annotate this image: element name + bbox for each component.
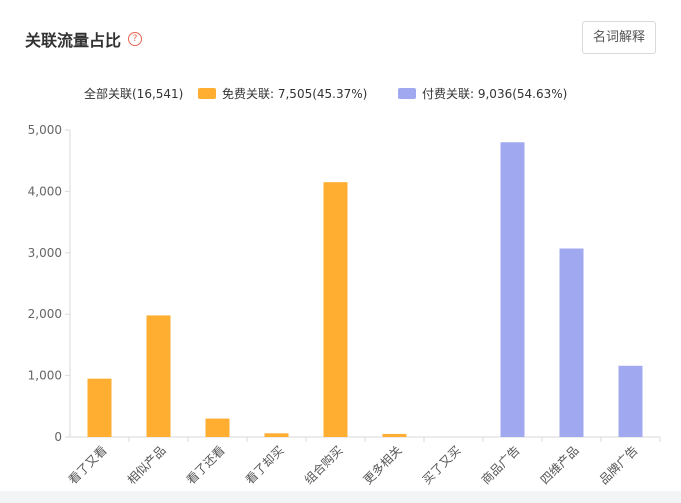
bar-free-0[interactable] [87,378,112,437]
bar-free-2[interactable] [205,418,230,437]
bar-paid-9[interactable] [618,365,643,437]
x-tick-label: 买了又买 [420,443,464,487]
glossary-button[interactable]: 名词解释 [582,21,656,54]
y-tick-label: 4,000 [28,184,62,198]
bar-paid-8[interactable] [559,248,584,437]
legend-total[interactable]: 全部关联(16,541) [84,85,183,102]
x-tick-label: 品牌广告 [597,443,641,487]
y-tick-label: 3,000 [28,246,62,260]
bar-free-5[interactable] [382,433,407,437]
legend-free-swatch [198,88,216,99]
legend-free-label: 免费关联: 7,505(45.37%) [222,87,368,101]
question-circle-icon[interactable]: ? [128,32,142,46]
legend-total-label: 全部关联(16,541) [84,87,184,101]
legend-paid-swatch [398,88,416,99]
x-tick-label: 相似产品 [125,443,169,487]
x-tick-label: 看了又看 [66,443,110,487]
traffic-share-card: 关联流量占比 ? 名词解释 全部关联(16,541) 免费关联: 7,505(4… [0,0,681,491]
x-tick-label: 更多相关 [361,443,405,487]
y-tick-label: 2,000 [28,307,62,321]
x-tick-label: 看了却买 [243,443,287,487]
y-tick-label: 0 [54,430,62,444]
legend-free[interactable]: 免费关联: 7,505(45.37%) [198,85,367,102]
x-tick-label: 商品广告 [478,443,523,488]
legend-paid[interactable]: 付费关联: 9,036(54.63%) [398,85,567,102]
bar-free-3[interactable] [264,433,289,437]
legend-paid-label: 付费关联: 9,036(54.63%) [422,87,568,101]
page-title: 关联流量占比 [25,31,122,50]
x-tick-label: 四维产品 [538,443,582,487]
y-tick-label: 1,000 [28,369,62,383]
y-tick-label: 5,000 [28,123,62,137]
bar-free-4[interactable] [323,182,348,437]
x-tick-label: 组合购买 [301,443,346,488]
x-tick-label: 看了还看 [184,443,228,487]
bar-free-1[interactable] [146,315,171,437]
bar-paid-7[interactable] [500,142,525,437]
bar-chart: 0 1,000 2,000 3,000 4,000 5,000 看了又看 相似产品 看了还看 看了… [28,123,661,488]
